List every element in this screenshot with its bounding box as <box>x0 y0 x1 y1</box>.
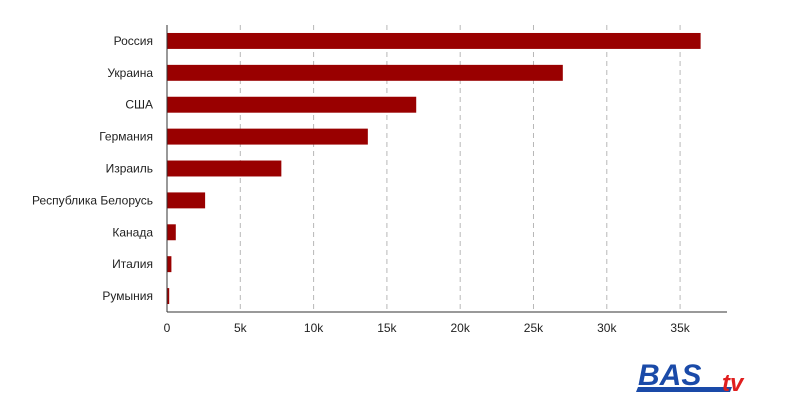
x-tick-labels: 0 5k 10k 15k 20k 25k 30k 35k <box>164 321 691 335</box>
category-label: Германия <box>99 130 153 144</box>
category-label: Румыния <box>102 289 153 303</box>
bar <box>167 64 563 81</box>
bar <box>167 96 417 113</box>
x-tick-label: 5k <box>234 321 248 335</box>
x-tick-label: 35k <box>670 321 690 335</box>
bars <box>167 32 701 305</box>
category-label: Украина <box>107 66 153 80</box>
logo-bas-text: BAS <box>638 360 701 392</box>
category-labels: Россия Украина США Германия Израиль Республик… <box>32 34 153 303</box>
category-label: Россия <box>114 34 153 48</box>
x-tick-label: 25k <box>524 321 544 335</box>
bar <box>167 288 170 305</box>
logo-underline-swoosh <box>636 387 732 392</box>
bar <box>167 224 176 241</box>
x-tick-label: 30k <box>597 321 617 335</box>
logo-tv-text: tv <box>722 370 745 394</box>
x-tick-label: 15k <box>377 321 397 335</box>
category-label: Италия <box>112 257 153 271</box>
bar <box>167 32 701 49</box>
axes <box>166 25 727 313</box>
bar <box>167 256 172 273</box>
category-label: Канада <box>112 225 153 239</box>
category-label: Израиль <box>106 162 153 176</box>
x-tick-label: 10k <box>304 321 324 335</box>
category-label: США <box>125 98 153 112</box>
bar <box>167 160 282 177</box>
bar <box>167 192 206 209</box>
x-tick-label: 0 <box>164 321 171 335</box>
bastv-logo: BAS tv <box>636 360 745 394</box>
category-label: Республика Белорусь <box>32 193 153 207</box>
x-tick-label: 20k <box>451 321 471 335</box>
bar <box>167 128 368 145</box>
